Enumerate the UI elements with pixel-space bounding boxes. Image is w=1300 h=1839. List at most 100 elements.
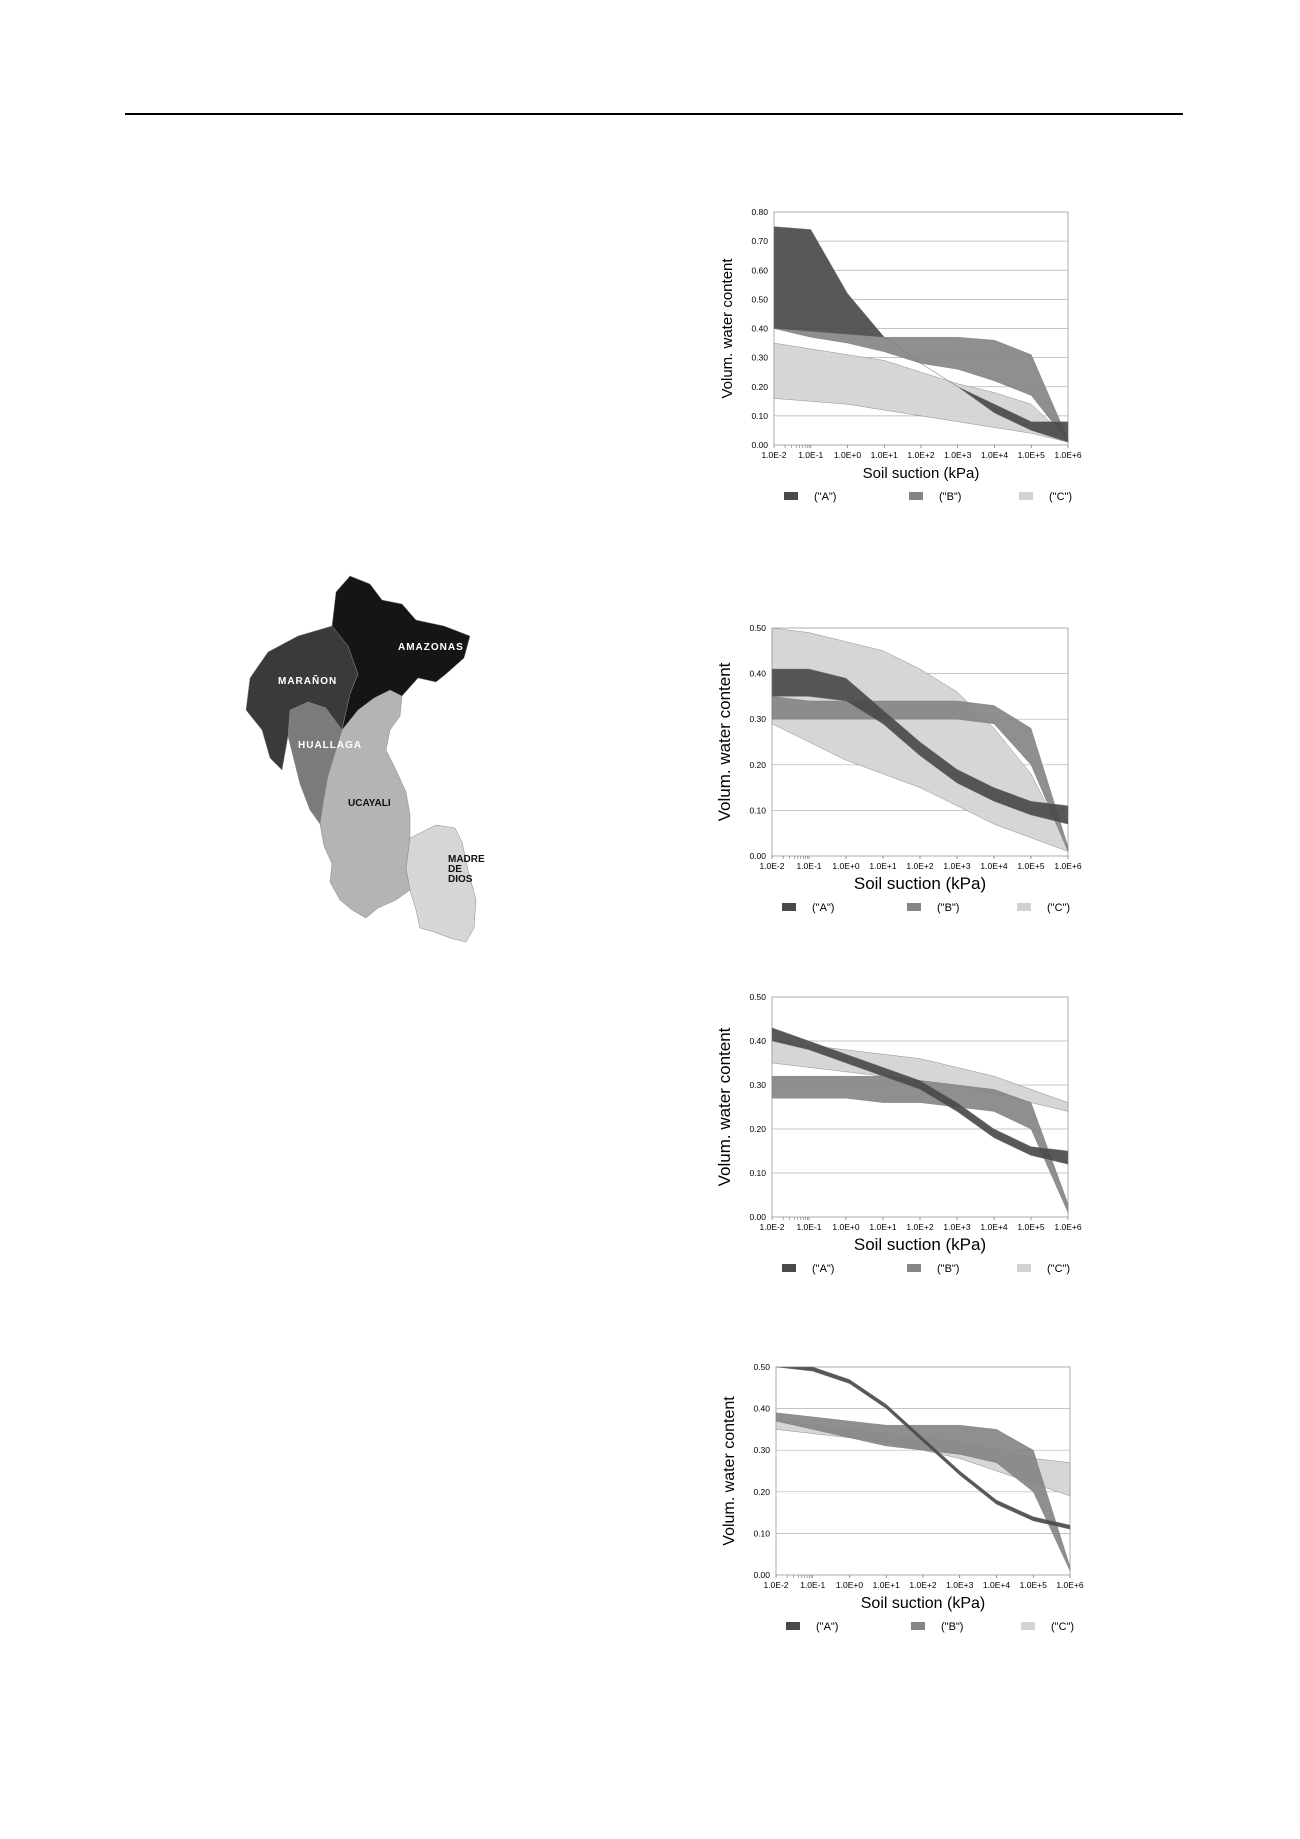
y-tick-label: 0.20 — [749, 1124, 766, 1134]
header-rule — [125, 113, 1183, 115]
legend-label-2: ("B") — [937, 1263, 959, 1275]
y-tick-label: 0.20 — [751, 382, 768, 392]
chart-3: 0.00 0.10 0.20 0.30 0.40 0.50 1.0E-2 1.0E-1 1.0E… — [710, 985, 1180, 1325]
legend-label-3: ("C") — [1051, 1621, 1074, 1633]
y-tick-label: 0.50 — [749, 623, 766, 633]
x-tick-label: 1.0E+3 — [944, 450, 971, 460]
x-tick-label: 1.0E+2 — [909, 1580, 936, 1590]
y-tick-label: 0.00 — [749, 1212, 766, 1222]
y-tick-label: 0.30 — [749, 714, 766, 724]
y-tick-label: 0.50 — [753, 1362, 770, 1372]
series-area-1 — [771, 668, 1069, 825]
x-axis-label: Soil suction (kPa) — [863, 465, 980, 482]
chart-4: 0.00 0.10 0.20 0.30 0.40 0.50 1.0E-2 1.0E-1 1.0E… — [710, 1355, 1180, 1690]
region-map: AMAZONAS MARAÑON HUALLAGA UCAYALI MADRE … — [240, 570, 540, 950]
y-tick-label: 0.80 — [751, 207, 768, 217]
y-tick-label: 0.20 — [753, 1487, 770, 1497]
x-axis-label: Soil suction (kPa) — [854, 1235, 986, 1254]
legend-swatch-1 — [784, 492, 798, 500]
y-tick-label: 0.40 — [753, 1404, 770, 1414]
x-tick-label: 1.0E-2 — [759, 1222, 784, 1232]
y-tick-label: 0.00 — [751, 440, 768, 450]
map-label-madre: MADRE — [448, 854, 485, 865]
legend-label-1: ("A") — [816, 1621, 838, 1633]
chart-2-svg: 0.00 0.10 0.20 0.30 0.40 0.50 1.0E-2 1.0E-1 1.0E… — [715, 623, 1082, 914]
series-area-2 — [775, 1412, 1071, 1571]
legend-swatch-3 — [1017, 903, 1031, 911]
legend-swatch-1 — [782, 1264, 796, 1272]
x-tick-label: 1.0E+5 — [1020, 1580, 1047, 1590]
legend-swatch-3 — [1017, 1264, 1031, 1272]
x-tick-label: 1.0E+5 — [1017, 1222, 1044, 1232]
legend-swatch-2 — [911, 1622, 925, 1630]
y-tick-label: 0.20 — [749, 760, 766, 770]
y-axis-label: Volum. water content — [715, 662, 734, 821]
legend-label-2: ("B") — [939, 491, 961, 503]
legend-swatch-2 — [907, 903, 921, 911]
chart-3-svg: 0.00 0.10 0.20 0.30 0.40 0.50 1.0E-2 1.0E-1 1.0E… — [715, 992, 1082, 1275]
legend-label-2: ("B") — [941, 1621, 963, 1633]
y-tick-label: 0.40 — [751, 324, 768, 334]
x-tick-label: 1.0E+1 — [869, 1222, 896, 1232]
x-tick-label: 1.0E-2 — [763, 1580, 788, 1590]
x-tick-label: 1.0E+5 — [1018, 450, 1045, 460]
x-tick-label: 1.0E+1 — [869, 861, 896, 871]
y-tick-label: 0.10 — [749, 1168, 766, 1178]
y-axis-label: Volum. water content — [721, 1396, 738, 1546]
y-tick-label: 0.10 — [749, 805, 766, 815]
series-area-2 — [771, 696, 1069, 852]
x-tick-label: 1.0E-1 — [796, 861, 821, 871]
map-label-amazonas: AMAZONAS — [398, 642, 464, 653]
chart-4-svg: 0.00 0.10 0.20 0.30 0.40 0.50 1.0E-2 1.0E-1 1.0E… — [721, 1362, 1084, 1633]
legend-label-1: ("A") — [812, 1263, 834, 1275]
y-tick-label: 0.60 — [751, 265, 768, 275]
y-tick-label: 0.10 — [751, 411, 768, 421]
chart-2: 0.00 0.10 0.20 0.30 0.40 0.50 1.0E-2 1.0E-1 1.0E… — [710, 610, 1180, 960]
x-tick-label: 1.0E+4 — [980, 1222, 1007, 1232]
map-label-huallaga: HUALLAGA — [298, 740, 362, 751]
region-ucayali — [319, 689, 411, 919]
x-tick-label: 1.0E+5 — [1017, 861, 1044, 871]
x-tick-label: 1.0E+6 — [1054, 450, 1081, 460]
x-axis-label: Soil suction (kPa) — [861, 1595, 986, 1612]
map-label-de: DE — [448, 864, 462, 875]
map-label-dios: DIOS — [448, 874, 473, 885]
x-tick-label: 1.0E-1 — [798, 450, 823, 460]
map-label-maranon: MARAÑON — [278, 674, 337, 687]
region-map-svg: AMAZONAS MARAÑON HUALLAGA UCAYALI MADRE … — [245, 575, 487, 943]
legend-swatch-3 — [1021, 1622, 1035, 1630]
x-tick-label: 1.0E+0 — [836, 1580, 863, 1590]
legend-label-1: ("A") — [812, 902, 834, 914]
x-tick-label: 1.0E+4 — [981, 450, 1008, 460]
x-tick-label: 1.0E+2 — [906, 1222, 933, 1232]
legend-swatch-1 — [782, 903, 796, 911]
x-tick-label: 1.0E+4 — [983, 1580, 1010, 1590]
x-tick-label: 1.0E+3 — [943, 861, 970, 871]
x-tick-label: 1.0E+2 — [907, 450, 934, 460]
x-tick-label: 1.0E+6 — [1054, 1222, 1081, 1232]
y-tick-label: 0.50 — [751, 294, 768, 304]
region-madre-de-dios — [405, 824, 477, 943]
series-area-1 — [771, 1027, 1069, 1165]
x-tick-label: 1.0E+0 — [834, 450, 861, 460]
x-tick-label: 1.0E-2 — [759, 861, 784, 871]
legend-swatch-3 — [1019, 492, 1033, 500]
legend-swatch-2 — [907, 1264, 921, 1272]
legend-label-3: ("C") — [1047, 902, 1070, 914]
legend-swatch-2 — [909, 492, 923, 500]
legend-label-3: ("C") — [1047, 1263, 1070, 1275]
series-area-1 — [773, 226, 1069, 443]
map-label-madre-de-dios: MADRE DE DIOS — [448, 854, 487, 885]
legend-swatch-1 — [786, 1622, 800, 1630]
x-tick-label: 1.0E+1 — [873, 1580, 900, 1590]
chart-1: 0.00 0.10 0.20 0.30 0.40 0.50 0.60 0.70 0.80 1.0E… — [710, 200, 1180, 550]
y-tick-label: 0.50 — [749, 992, 766, 1002]
y-tick-label: 0.30 — [753, 1445, 770, 1455]
series-area-1 — [775, 1366, 1071, 1530]
x-axis-label: Soil suction (kPa) — [854, 874, 986, 893]
y-tick-label: 0.00 — [753, 1570, 770, 1580]
y-tick-label: 0.30 — [749, 1080, 766, 1090]
y-tick-label: 0.10 — [753, 1528, 770, 1538]
x-tick-label: 1.0E+3 — [943, 1222, 970, 1232]
chart-1-svg: 0.00 0.10 0.20 0.30 0.40 0.50 0.60 0.70 0.80 1.0E… — [719, 207, 1082, 503]
